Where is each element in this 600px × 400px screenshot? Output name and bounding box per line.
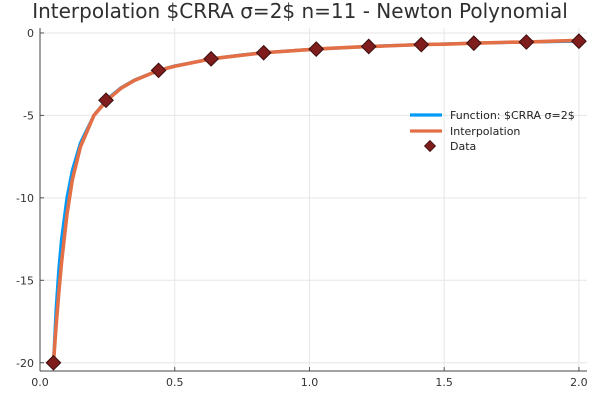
legend: Function: $CRRA σ=2$ Interpolation Data — [410, 109, 575, 153]
data-point — [571, 33, 587, 50]
legend-function-label: Function: $CRRA σ=2$ — [450, 109, 575, 122]
chart-title: Interpolation $CRRA σ=2$ n=11 - Newton P… — [32, 0, 568, 23]
data-point — [255, 44, 272, 61]
x-tick-label: 2.0 — [570, 376, 588, 389]
data-point — [465, 35, 482, 52]
legend-interpolation-label: Interpolation — [450, 125, 520, 138]
y-tick-label: -10 — [16, 192, 34, 205]
y-tick-label: -5 — [23, 109, 34, 122]
x-tick-label: 0.0 — [31, 376, 49, 389]
legend-data-label: Data — [450, 140, 476, 153]
data-point — [308, 41, 325, 58]
data-point — [150, 62, 167, 79]
data-point — [203, 50, 220, 67]
y-tick-label: -15 — [16, 274, 34, 287]
data-point — [360, 38, 377, 55]
x-tick-label: 1.0 — [301, 376, 319, 389]
data-point — [413, 36, 430, 53]
y-tick-label: -20 — [16, 357, 34, 370]
data-point — [518, 34, 535, 50]
data-point — [45, 354, 62, 371]
y-tick-label: 0 — [27, 27, 34, 40]
legend-data-swatch — [423, 139, 437, 153]
x-tick-label: 0.5 — [166, 376, 184, 389]
x-tick-label: 1.5 — [435, 376, 453, 389]
data-point — [98, 92, 114, 109]
plot-area: 0.0 0.5 1.0 1.5 2.0 0 -5 -10 -15 -20 — [16, 27, 588, 389]
